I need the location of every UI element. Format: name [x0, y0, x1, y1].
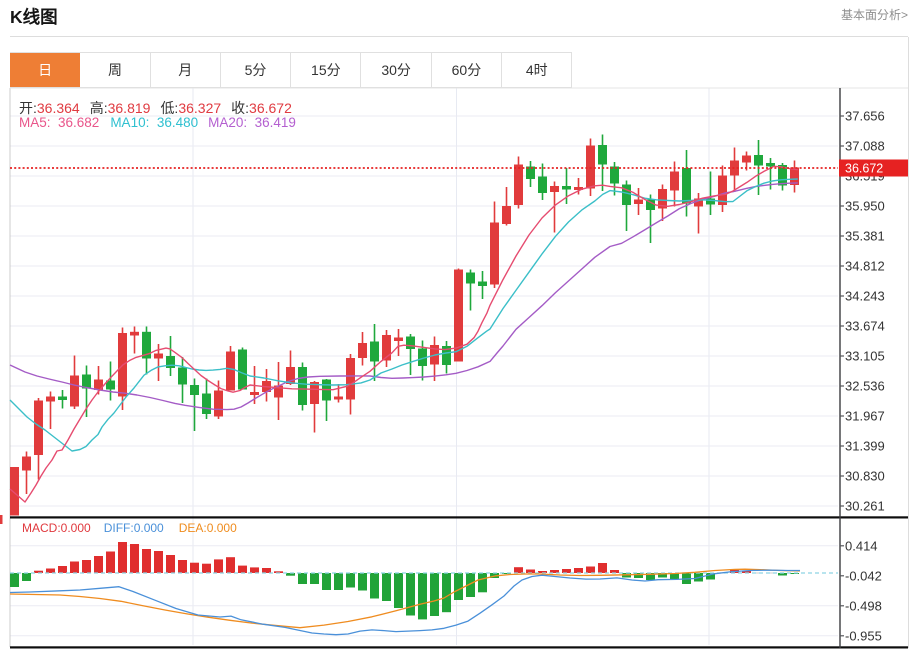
svg-text:37.088: 37.088 — [845, 139, 885, 154]
svg-text:30.830: 30.830 — [845, 469, 885, 484]
svg-text:-0.498: -0.498 — [845, 598, 882, 613]
svg-text:0.414: 0.414 — [845, 538, 878, 553]
svg-text:31.967: 31.967 — [845, 409, 885, 424]
svg-text:-0.042: -0.042 — [845, 568, 882, 583]
svg-text:30.261: 30.261 — [845, 499, 885, 514]
svg-text:37.656: 37.656 — [845, 109, 885, 124]
svg-text:34.243: 34.243 — [845, 289, 885, 304]
svg-text:32.536: 32.536 — [845, 379, 885, 394]
svg-text:-0.955: -0.955 — [845, 628, 882, 643]
svg-text:33.105: 33.105 — [845, 349, 885, 364]
svg-text:34.812: 34.812 — [845, 259, 885, 274]
svg-text:31.399: 31.399 — [845, 439, 885, 454]
svg-text:36.672: 36.672 — [845, 162, 883, 176]
svg-text:35.381: 35.381 — [845, 229, 885, 244]
svg-text:35.950: 35.950 — [845, 199, 885, 214]
svg-text:33.674: 33.674 — [845, 319, 885, 334]
